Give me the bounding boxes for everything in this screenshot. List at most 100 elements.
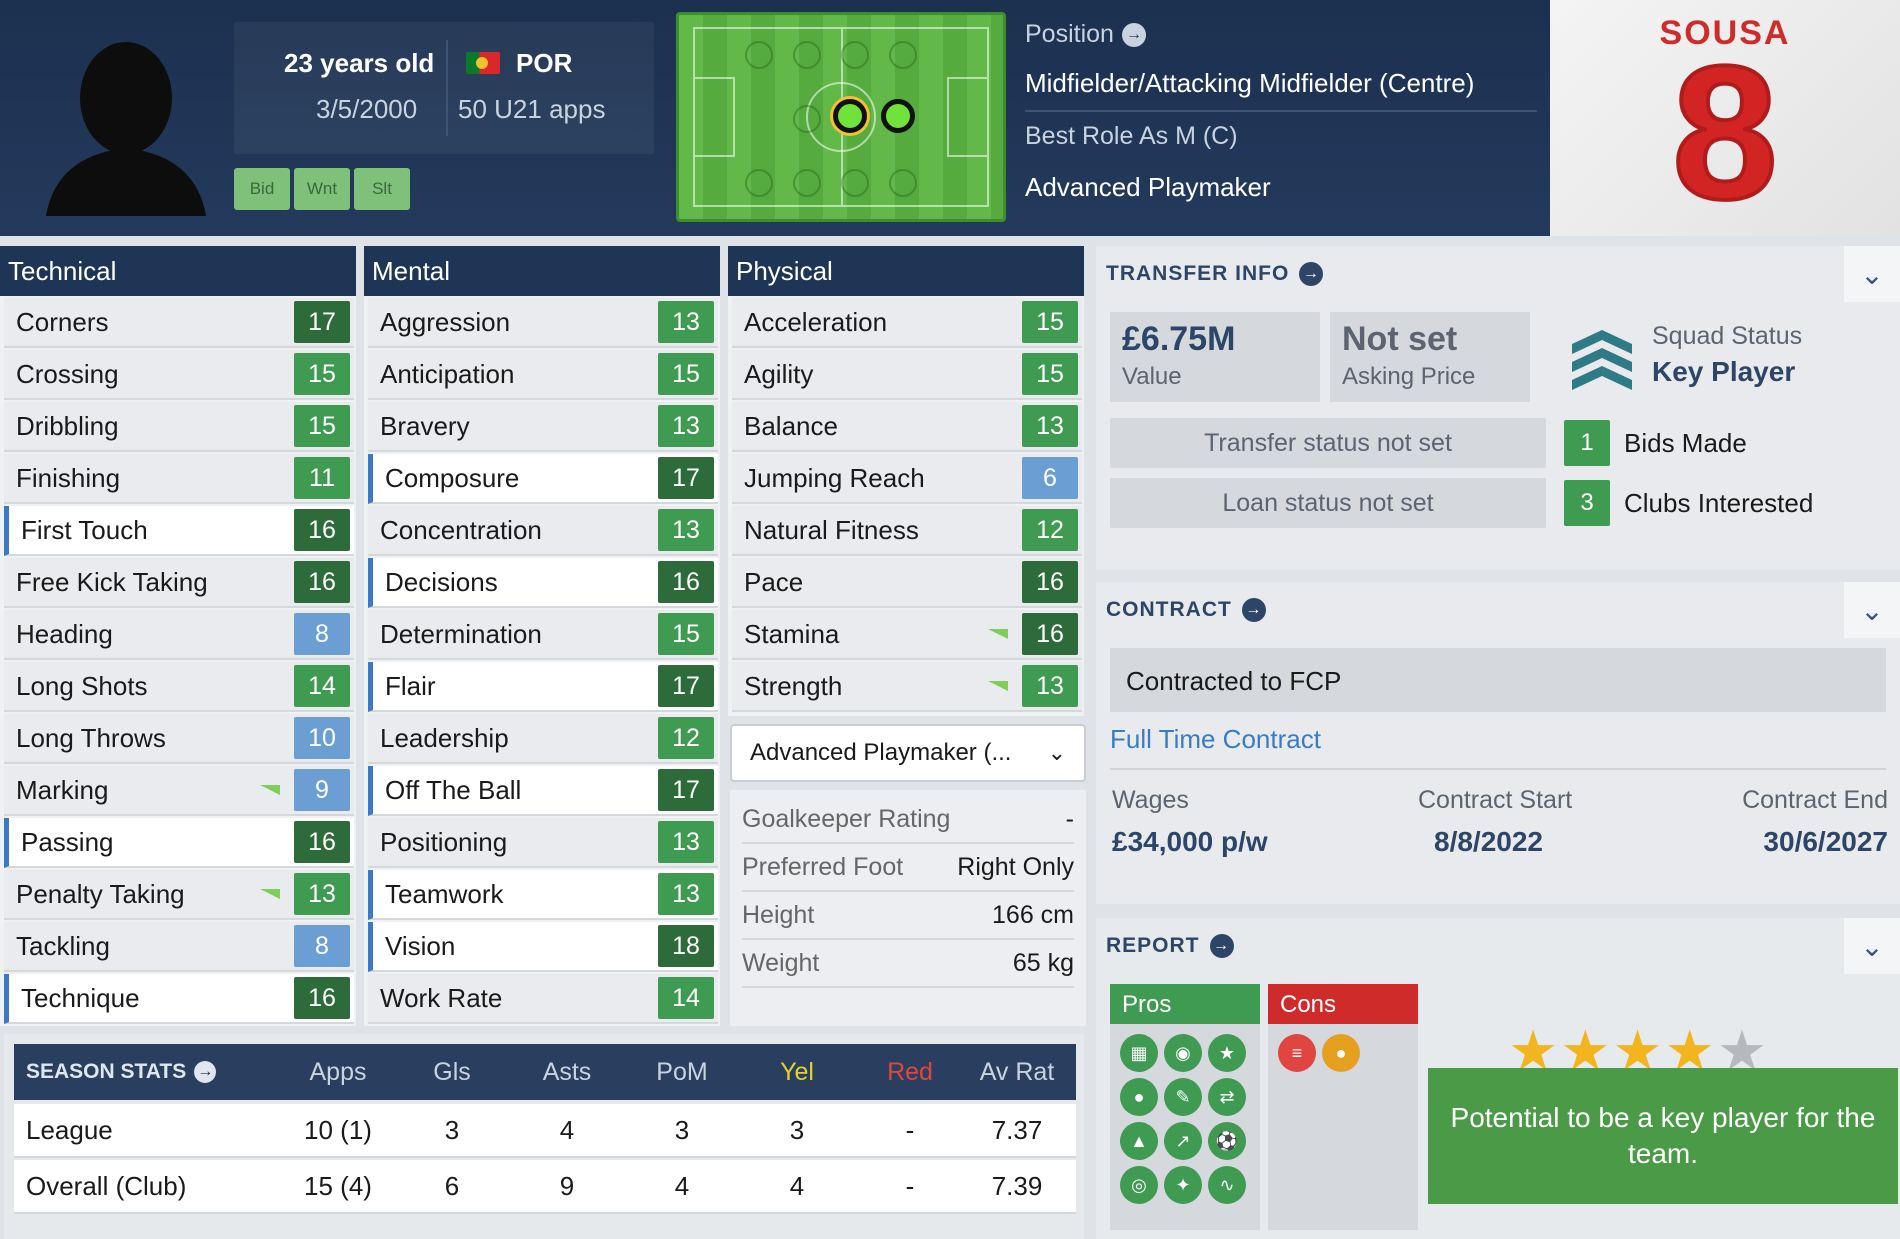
attribute-row[interactable]: Decisions 16	[368, 558, 718, 608]
attribute-row[interactable]: Jumping Reach 6	[732, 454, 1082, 504]
pitch-left-box	[695, 77, 735, 157]
attribute-row[interactable]: Anticipation 15	[368, 350, 718, 400]
attribute-row[interactable]: Flair 17	[368, 662, 718, 712]
nationality[interactable]: POR	[516, 48, 573, 78]
attribute-label: Dribbling	[16, 410, 119, 441]
runner-pro-icon[interactable]: ▲	[1120, 1122, 1158, 1160]
clubs-interested-label[interactable]: Clubs Interested	[1624, 488, 1814, 518]
detail-label: Weight	[742, 948, 820, 977]
attribute-value: 17	[658, 457, 714, 499]
transfer-status-button[interactable]: Transfer status not set	[1110, 418, 1546, 468]
loan-status-button[interactable]: Loan status not set	[1110, 478, 1546, 528]
position-pitch[interactable]	[676, 12, 1006, 222]
vision-pro-icon[interactable]: ◉	[1164, 1034, 1202, 1072]
attribute-row[interactable]: Passing 16	[4, 818, 354, 868]
player-silhouette	[46, 42, 206, 216]
bids-made-label[interactable]: Bids Made	[1624, 428, 1747, 458]
shortlist-tag-button[interactable]: Slt	[354, 168, 410, 210]
collapse-chevron-icon[interactable]: ⌄	[1844, 246, 1900, 302]
strength-con-icon[interactable]: ≡	[1278, 1034, 1316, 1072]
attribute-row[interactable]: Tackling 8	[4, 922, 354, 972]
attribute-row[interactable]: First Touch 16	[4, 506, 354, 556]
attribute-row[interactable]: Long Throws 10	[4, 714, 354, 764]
target-pro-icon[interactable]: ◎	[1120, 1166, 1158, 1204]
attribute-row[interactable]: Bravery 13	[368, 402, 718, 452]
attribute-row[interactable]: Penalty Taking 13	[4, 870, 354, 920]
contract-link[interactable]: CONTRACT →	[1106, 598, 1266, 622]
cell: 6	[444, 1170, 460, 1201]
attribute-row[interactable]: Marking 9	[4, 766, 354, 816]
attribute-row[interactable]: Acceleration 15	[732, 298, 1082, 348]
position-slot	[793, 105, 821, 133]
attribute-row[interactable]: Work Rate 14	[368, 974, 718, 1024]
attribute-row[interactable]: Corners 17	[4, 298, 354, 348]
position-slot	[745, 41, 773, 69]
season-stats-link[interactable]: SEASON STATS →	[14, 1060, 278, 1084]
attribute-row[interactable]: Heading 8	[4, 610, 354, 660]
cell: 9	[559, 1170, 575, 1201]
attribute-value: 8	[294, 925, 350, 967]
attribute-label: Free Kick Taking	[16, 566, 208, 597]
attribute-row[interactable]: Determination 15	[368, 610, 718, 660]
stamina-pro-icon[interactable]: ∿	[1208, 1166, 1246, 1204]
attribute-row[interactable]: Agility 15	[732, 350, 1082, 400]
attribute-row[interactable]: Technique 16	[4, 974, 354, 1024]
col-avg-rating[interactable]: Av Rat	[979, 1057, 1055, 1086]
passing-pro-icon[interactable]: ⇄	[1208, 1078, 1246, 1116]
attribute-row[interactable]: Dribbling 15	[4, 402, 354, 452]
position-link[interactable]: Position →	[1025, 20, 1146, 49]
attribute-row[interactable]: Leadership 12	[368, 714, 718, 764]
attribute-row[interactable]: Long Shots 14	[4, 662, 354, 712]
head-pro-icon[interactable]: ●	[1120, 1078, 1158, 1116]
asking-price-box[interactable]: Not set Asking Price	[1330, 312, 1530, 402]
position-slot	[793, 41, 821, 69]
col-goals[interactable]: Gls	[433, 1057, 471, 1086]
physical-title: Physical	[728, 246, 1084, 296]
col-yellow[interactable]: Yel	[780, 1057, 814, 1086]
cell: -	[905, 1114, 915, 1145]
contract-title: CONTRACT	[1106, 598, 1232, 621]
table-row[interactable]: Overall (Club) 15 (4) 6 9 4 4 - 7.39	[14, 1160, 1076, 1214]
bid-tag-button[interactable]: Bid	[234, 168, 290, 210]
star-pro-icon[interactable]: ★	[1208, 1034, 1246, 1072]
attribute-row[interactable]: Composure 17	[368, 454, 718, 504]
want-tag-button[interactable]: Wnt	[294, 168, 350, 210]
attribute-row[interactable]: Balance 13	[732, 402, 1082, 452]
attribute-row[interactable]: Free Kick Taking 16	[4, 558, 354, 608]
collapse-chevron-icon[interactable]: ⌄	[1844, 582, 1900, 638]
attribute-row[interactable]: Concentration 13	[368, 506, 718, 556]
foot-con-icon[interactable]: ●	[1322, 1034, 1360, 1072]
attribute-row[interactable]: Stamina 16	[732, 610, 1082, 660]
trend-up-pro-icon[interactable]: ↗	[1164, 1122, 1202, 1160]
attribute-row[interactable]: Aggression 13	[368, 298, 718, 348]
transfer-info-link[interactable]: TRANSFER INFO →	[1106, 262, 1324, 286]
attribute-row[interactable]: Natural Fitness 12	[732, 506, 1082, 556]
table-row[interactable]: League 10 (1) 3 4 3 3 - 7.37	[14, 1104, 1076, 1158]
ball-pro-icon[interactable]: ⚽	[1208, 1122, 1246, 1160]
col-apps[interactable]: Apps	[309, 1057, 367, 1086]
attribute-value: 11	[294, 457, 350, 499]
attribute-row[interactable]: Vision 18	[368, 922, 718, 972]
pen-pro-icon[interactable]: ✎	[1164, 1078, 1202, 1116]
col-assists[interactable]: Asts	[542, 1057, 592, 1086]
contract-type-link[interactable]: Full Time Contract	[1110, 724, 1321, 754]
dribble-pro-icon[interactable]: ✦	[1164, 1166, 1202, 1204]
collapse-chevron-icon[interactable]: ⌄	[1844, 918, 1900, 974]
attribute-row[interactable]: Positioning 13	[368, 818, 718, 868]
transfer-info-panel: TRANSFER INFO → ⌄ £6.75M Value Not set As…	[1096, 246, 1900, 570]
attribute-value: 9	[294, 769, 350, 811]
technique-pro-icon[interactable]: ▦	[1120, 1034, 1158, 1072]
role-select-dropdown[interactable]: Advanced Playmaker (... ⌄	[730, 724, 1086, 782]
col-red[interactable]: Red	[887, 1057, 933, 1086]
attribute-row[interactable]: Crossing 15	[4, 350, 354, 400]
col-pom[interactable]: PoM	[656, 1057, 708, 1086]
attribute-row[interactable]: Teamwork 13	[368, 870, 718, 920]
attribute-row[interactable]: Off The Ball 17	[368, 766, 718, 816]
divider	[1110, 768, 1886, 770]
attribute-row[interactable]: Finishing 11	[4, 454, 354, 504]
best-role-value: Advanced Playmaker	[1025, 172, 1271, 202]
report-link[interactable]: REPORT →	[1106, 934, 1234, 958]
attribute-label: Positioning	[380, 826, 508, 857]
attribute-row[interactable]: Strength 13	[732, 662, 1082, 712]
attribute-row[interactable]: Pace 16	[732, 558, 1082, 608]
